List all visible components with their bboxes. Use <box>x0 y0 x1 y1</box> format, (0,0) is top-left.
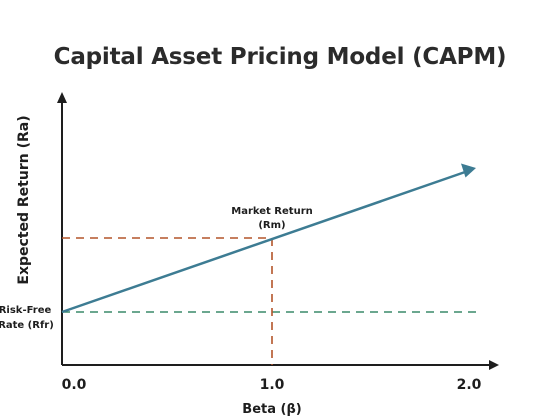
x-axis-label: Beta (β) <box>242 402 301 417</box>
security-market-line <box>61 169 469 314</box>
x-tick-label: 1.0 <box>260 377 285 393</box>
y-axis-arrow-icon <box>57 92 67 103</box>
market-return-label-line2: (Rm) <box>258 220 285 231</box>
risk-free-label-line1: Risk-Free <box>0 305 51 316</box>
sml-arrow-icon <box>461 163 476 178</box>
x-tick-label: 2.0 <box>457 377 482 393</box>
risk-free-label-line2: Rate (Rfr) <box>0 320 54 331</box>
y-axis-label: Expected Return (Ra) <box>16 115 32 284</box>
market-return-label-line1: Market Return <box>231 206 313 217</box>
chart-title: Capital Asset Pricing Model (CAPM) <box>53 44 507 70</box>
x-tick-label: 0.0 <box>62 377 87 393</box>
x-axis-arrow-icon <box>489 360 499 370</box>
